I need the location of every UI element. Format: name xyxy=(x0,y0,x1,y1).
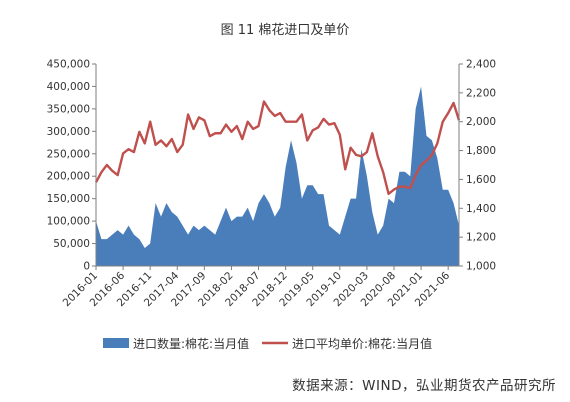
right-tick-label: 1,000 xyxy=(466,261,496,273)
legend-swatch-area xyxy=(103,338,129,348)
left-tick-label: 450,000 xyxy=(47,59,90,71)
area-series-import-volume xyxy=(96,86,459,266)
right-tick-label: 1,800 xyxy=(466,145,496,157)
right-tick-label: 1,400 xyxy=(466,203,496,215)
left-tick-label: 400,000 xyxy=(47,81,90,93)
legend: 进口数量:棉花:当月值 进口平均单价:棉花:当月值 xyxy=(103,336,432,351)
source-note: 数据来源：WIND，弘业期货农产品研究所 xyxy=(292,378,556,394)
legend-label-line: 进口平均单价:棉花:当月值 xyxy=(292,336,432,351)
left-tick-label: 150,000 xyxy=(47,193,90,205)
left-tick-label: 300,000 xyxy=(47,126,90,138)
right-tick-label: 2,400 xyxy=(466,59,496,71)
left-tick-label: 200,000 xyxy=(47,171,90,183)
left-tick-label: 350,000 xyxy=(47,103,90,115)
right-tick-label: 1,600 xyxy=(466,174,496,186)
legend-label-area: 进口数量:棉花:当月值 xyxy=(133,336,249,351)
right-tick-label: 1,200 xyxy=(466,232,496,244)
left-tick-label: 50,000 xyxy=(53,238,90,250)
right-tick-label: 2,200 xyxy=(466,87,496,99)
left-tick-label: 100,000 xyxy=(47,216,90,228)
left-tick-label: 250,000 xyxy=(47,148,90,160)
chart-title: 图 11 棉花进口及单价 xyxy=(221,22,350,38)
left-tick-label: 0 xyxy=(83,261,90,273)
line-series-avg-price xyxy=(94,100,461,196)
right-tick-label: 2,000 xyxy=(466,116,496,128)
